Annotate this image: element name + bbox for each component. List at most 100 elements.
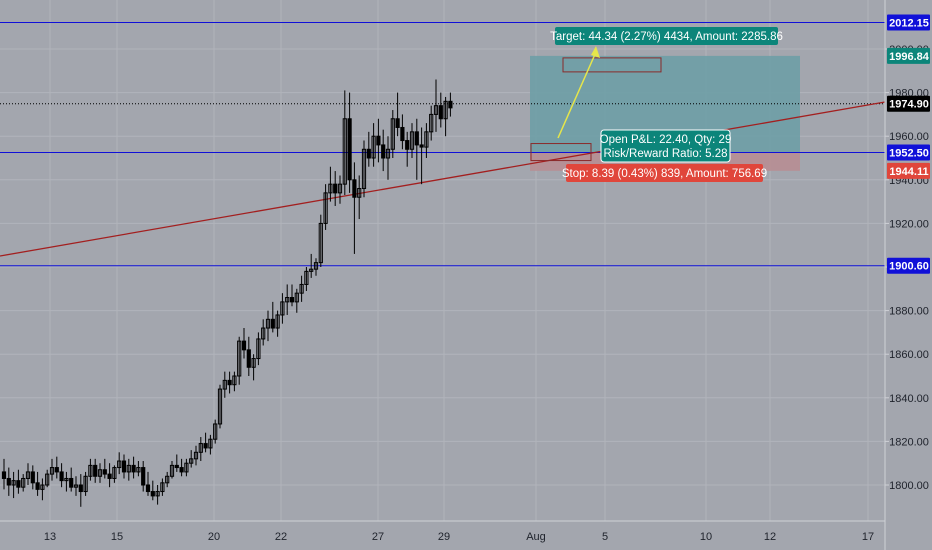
candle-body <box>45 473 50 486</box>
candle <box>448 92 453 117</box>
candle <box>126 458 131 481</box>
candle-body <box>54 467 59 473</box>
candle-body <box>203 443 208 449</box>
candle <box>361 140 367 198</box>
y-tick-label: 1880.00 <box>889 306 929 318</box>
candle <box>299 275 304 302</box>
candle-body <box>121 460 127 473</box>
candle-body <box>59 471 64 482</box>
candle-body <box>395 118 400 128</box>
candle-body <box>217 388 223 425</box>
candle <box>102 458 107 479</box>
candle <box>251 354 256 381</box>
candle <box>25 463 31 485</box>
candle <box>189 450 194 468</box>
candle-body <box>371 135 376 159</box>
candlestick-series <box>1 79 453 507</box>
candle <box>88 458 93 481</box>
candle-body <box>448 100 453 109</box>
price-tag-current: 1974.90 <box>889 99 929 111</box>
candle-body <box>265 318 271 329</box>
candle <box>376 118 381 163</box>
stop-label-box <box>566 164 763 182</box>
candle <box>328 166 333 202</box>
candle <box>64 471 69 492</box>
candle <box>309 253 314 278</box>
candle <box>414 118 419 180</box>
y-axis[interactable]: 1800.00 1820.00 1840.00 1860.00 1880.00 1900.… <box>884 0 932 550</box>
candle-body <box>165 475 170 484</box>
x-tick-label: 15 <box>111 531 123 543</box>
price-tag-2012-box <box>887 14 930 31</box>
candle <box>193 445 199 466</box>
candle <box>323 184 328 230</box>
candle-body <box>256 338 261 360</box>
x-axis[interactable]: 13 15 20 22 27 29 Aug 5 10 12 17 <box>0 520 932 550</box>
y-tick-label: 1820.00 <box>889 436 929 448</box>
risk-reward-label: Risk/Reward Ratio: 5.28 <box>604 148 728 160</box>
price-tag-stop-box <box>887 162 930 179</box>
candle-body <box>347 118 352 181</box>
price-tag-1952-box <box>887 144 930 161</box>
target-marker-box <box>562 57 662 73</box>
candle-body <box>227 379 232 386</box>
candle <box>217 384 223 429</box>
candle <box>438 92 443 128</box>
candle-body <box>88 464 93 477</box>
horizontal-lines[interactable] <box>0 22 885 267</box>
candle <box>203 432 208 453</box>
x-tick-label: 29 <box>438 531 450 543</box>
candle-body <box>414 131 419 146</box>
entry-marker-box <box>530 143 592 162</box>
candle <box>381 129 386 172</box>
candle <box>155 485 160 505</box>
candle-body <box>419 144 424 148</box>
candle <box>304 267 309 291</box>
candle-body <box>328 183 333 194</box>
candle <box>405 131 410 167</box>
trendline[interactable] <box>0 101 886 257</box>
candle-body <box>189 458 194 464</box>
candle <box>400 114 405 150</box>
x-tick-label: 17 <box>862 531 874 543</box>
candle-body <box>400 126 405 142</box>
candle <box>433 79 439 132</box>
candle-body <box>213 423 218 440</box>
candle <box>222 371 227 398</box>
candle <box>285 284 290 315</box>
candle <box>390 110 395 158</box>
candle <box>6 467 11 496</box>
candle-body <box>136 467 141 473</box>
candle <box>97 463 103 483</box>
candle <box>294 288 299 313</box>
price-tag-target-box <box>887 47 930 64</box>
candle <box>333 171 338 206</box>
candle-body <box>390 118 395 150</box>
candle-body <box>261 327 266 340</box>
candle-body <box>174 464 179 469</box>
candle <box>409 123 415 158</box>
x-tick-label: 20 <box>208 531 220 543</box>
candle <box>165 471 170 488</box>
candle-body <box>145 484 151 493</box>
price-tag-1900-box <box>887 257 930 274</box>
candle <box>366 131 371 167</box>
projection-arrow-head <box>591 46 600 58</box>
candle-body <box>198 443 203 453</box>
y-tick-label: 1800.00 <box>889 480 929 492</box>
candle-body <box>1 471 7 479</box>
candle <box>131 456 136 479</box>
target-label: Target: 44.34 (2.27%) 4434, Amount: 2285… <box>550 31 783 43</box>
candle <box>169 461 175 479</box>
candle-body <box>309 268 314 272</box>
candle <box>93 458 98 483</box>
candle <box>30 465 35 490</box>
candle-body <box>424 131 429 148</box>
candle <box>174 454 179 472</box>
candle-body <box>16 480 21 488</box>
candle-body <box>366 148 371 159</box>
candle-body <box>241 340 247 351</box>
trendline-group[interactable] <box>0 101 886 257</box>
candle <box>59 463 64 488</box>
